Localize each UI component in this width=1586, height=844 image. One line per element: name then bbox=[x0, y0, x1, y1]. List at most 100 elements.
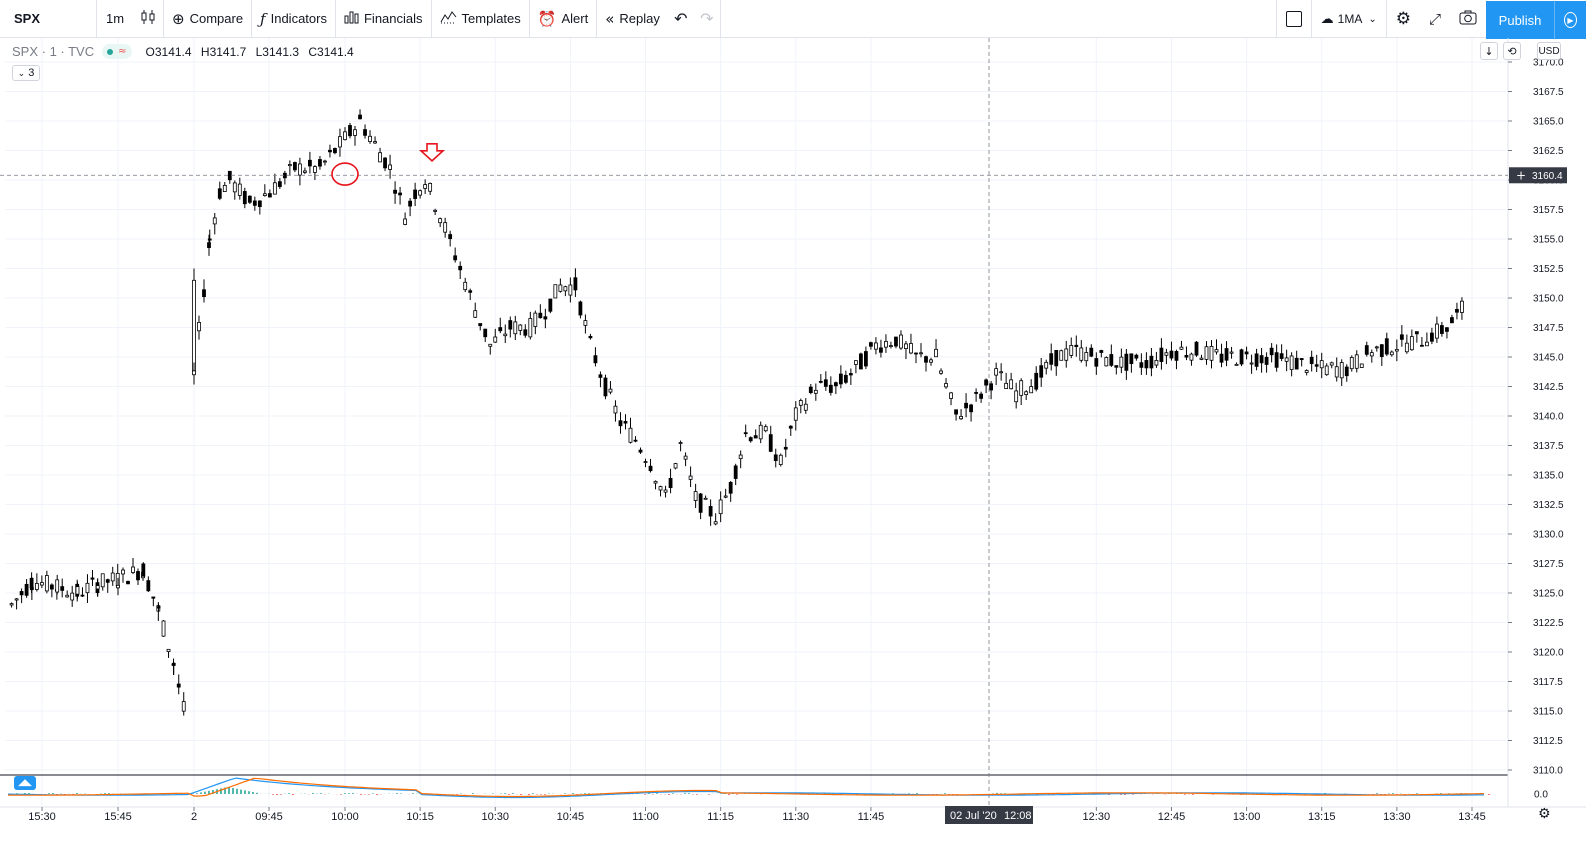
candle-body-up bbox=[121, 569, 125, 575]
candle-body-down bbox=[60, 586, 65, 591]
currency-button[interactable]: USD bbox=[1537, 42, 1561, 60]
candle bbox=[242, 187, 247, 209]
price-axis-label: 3130.0 bbox=[1533, 530, 1564, 541]
candle-body-down bbox=[1094, 358, 1099, 367]
macd-histogram-bar bbox=[916, 793, 918, 794]
candle-body-up bbox=[683, 455, 688, 460]
candle-body-down bbox=[728, 482, 733, 494]
tradingview-logo-icon[interactable]: ◢◣ bbox=[14, 776, 36, 790]
compare-button[interactable]: ⊕ Compare bbox=[164, 0, 251, 37]
market-status-pill[interactable]: ≈ bbox=[102, 44, 132, 59]
candle-body-down bbox=[1299, 358, 1304, 361]
candle-body-up bbox=[959, 416, 963, 420]
macd-histogram-bar bbox=[256, 792, 258, 794]
candle-body-down bbox=[1439, 325, 1444, 334]
candle bbox=[743, 424, 748, 438]
candle bbox=[483, 328, 488, 343]
candle bbox=[818, 374, 823, 384]
macd-histogram-bar bbox=[992, 793, 994, 794]
chart-canvas[interactable]: 3110.0 3112.5 3115.0 3117.5 3120.0 3122.5 3125… bbox=[0, 38, 1586, 844]
alert-button[interactable]: ⏰ Alert bbox=[530, 0, 596, 37]
top-toolbar: SPX 1m ⊕ Compare ƒ Indicators Financials bbox=[0, 0, 1586, 39]
financials-button[interactable]: Financials bbox=[336, 0, 431, 37]
candle-body-down bbox=[748, 437, 753, 442]
candle bbox=[673, 462, 678, 470]
templates-button[interactable]: Templates bbox=[432, 0, 529, 37]
candle-body-down bbox=[1414, 331, 1419, 335]
crosshair-time-text: 12:08 bbox=[1004, 810, 1032, 822]
candle-body-up bbox=[161, 620, 166, 637]
candle-body-up bbox=[9, 603, 14, 606]
candle bbox=[1460, 297, 1464, 320]
candle-body-down bbox=[1139, 362, 1144, 368]
settings-button[interactable]: ⚙ bbox=[1385, 0, 1420, 38]
fullscreen-layout-button[interactable] bbox=[1275, 0, 1311, 38]
candle bbox=[408, 197, 413, 217]
candle-body-down bbox=[858, 353, 863, 370]
symbol-search-button[interactable]: SPX bbox=[14, 11, 41, 26]
redo-button[interactable]: ↷ bbox=[694, 0, 720, 37]
candle bbox=[373, 136, 377, 144]
candle-body-down bbox=[156, 606, 161, 609]
auto-scale-button[interactable]: ⟲ bbox=[1503, 42, 1521, 60]
time-axis-label: 09:45 bbox=[255, 811, 283, 823]
macd-histogram-bar bbox=[996, 792, 998, 794]
candle bbox=[838, 365, 843, 389]
gear-icon[interactable]: ⚙ bbox=[1538, 806, 1551, 822]
candle-body-up bbox=[433, 209, 438, 212]
macd-histogram-bar bbox=[224, 787, 226, 794]
snapshot-button[interactable] bbox=[1450, 0, 1486, 38]
candle-body-up bbox=[197, 322, 201, 332]
candle bbox=[959, 409, 963, 420]
candle-body-up bbox=[1189, 353, 1194, 361]
expand-icon: ⤢ bbox=[1428, 10, 1441, 28]
candle-body-down bbox=[633, 439, 638, 442]
candle bbox=[222, 182, 227, 192]
candle bbox=[1294, 350, 1299, 370]
candle bbox=[343, 127, 347, 141]
candle-body-up bbox=[563, 286, 568, 292]
candle bbox=[663, 485, 668, 498]
candle bbox=[131, 558, 135, 575]
undo-button[interactable]: ↶ bbox=[668, 0, 694, 37]
candle bbox=[1404, 334, 1409, 354]
macd-histogram-bar bbox=[1004, 793, 1006, 794]
candle bbox=[683, 452, 688, 467]
price-axis-label: 3120.0 bbox=[1533, 648, 1564, 659]
candle bbox=[528, 311, 533, 340]
macd-histogram-bar bbox=[824, 793, 826, 794]
candle bbox=[708, 499, 713, 526]
candle bbox=[1284, 349, 1289, 372]
interval-button[interactable]: 1m bbox=[105, 11, 125, 26]
candle bbox=[217, 181, 222, 201]
chart-container[interactable]: 3110.0 3112.5 3115.0 3117.5 3120.0 3122.5 3125… bbox=[0, 38, 1586, 844]
candle-body-up bbox=[418, 190, 423, 196]
candle-body-up bbox=[1204, 346, 1209, 360]
candle bbox=[116, 577, 120, 596]
price-axis-label: 3125.0 bbox=[1533, 589, 1564, 600]
legend-symbol[interactable]: SPX · 1 · TVC bbox=[12, 44, 95, 59]
candle bbox=[413, 182, 418, 207]
candle bbox=[1455, 302, 1459, 320]
candle bbox=[1304, 369, 1309, 376]
candle bbox=[1134, 353, 1139, 361]
indicators-button[interactable]: ƒ Indicators bbox=[252, 0, 335, 37]
scroll-to-latest-button[interactable]: ↓ bbox=[1480, 42, 1498, 60]
candle-body-down bbox=[398, 192, 402, 196]
play-button[interactable]: ▶ bbox=[1554, 1, 1586, 39]
candle bbox=[1014, 382, 1019, 409]
layout-save-button[interactable]: ☁ 1MA ⌄ bbox=[1310, 0, 1386, 38]
time-axis-label: 12:45 bbox=[1158, 811, 1186, 823]
candle bbox=[151, 596, 156, 607]
candle bbox=[914, 352, 918, 364]
candle-body-down bbox=[1379, 344, 1384, 358]
replay-button[interactable]: « Replay bbox=[597, 0, 668, 37]
macd-histogram-bar bbox=[520, 794, 522, 796]
publish-button[interactable]: Publish bbox=[1486, 1, 1554, 39]
candle-body-down bbox=[1244, 351, 1249, 355]
chart-type-button[interactable] bbox=[133, 0, 163, 37]
candle bbox=[277, 178, 282, 190]
candle bbox=[237, 177, 242, 200]
legend-collapse-button[interactable]: ⌄ 3 bbox=[12, 65, 40, 81]
fullscreen-button[interactable]: ⤢ bbox=[1420, 0, 1450, 38]
